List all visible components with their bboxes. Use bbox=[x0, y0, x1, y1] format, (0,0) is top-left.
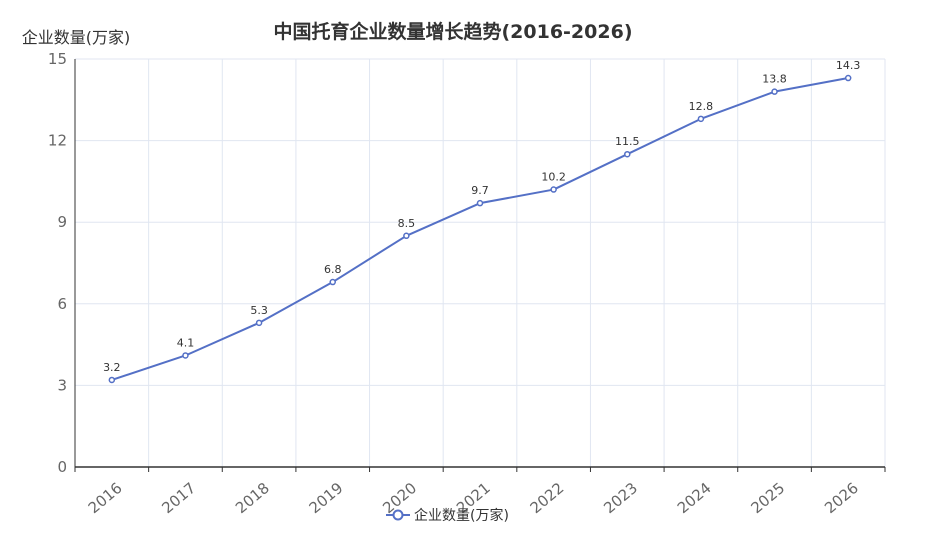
y-axis-title: 企业数量(万家) bbox=[22, 28, 131, 47]
data-label: 5.3 bbox=[250, 304, 268, 317]
data-point[interactable] bbox=[403, 232, 410, 240]
data-point[interactable] bbox=[182, 352, 189, 359]
data-point[interactable] bbox=[697, 115, 705, 123]
data-label: 6.8 bbox=[324, 263, 342, 276]
data-label: 8.5 bbox=[398, 217, 416, 230]
data-label: 11.5 bbox=[615, 135, 640, 148]
data-point[interactable] bbox=[550, 186, 557, 193]
y-tick-label: 6 bbox=[57, 295, 67, 313]
y-tick-label: 0 bbox=[57, 458, 67, 476]
data-points bbox=[108, 74, 852, 384]
y-tick-label: 15 bbox=[48, 50, 67, 68]
data-label: 12.8 bbox=[689, 100, 714, 113]
data-label: 3.2 bbox=[103, 361, 121, 374]
data-point[interactable] bbox=[624, 150, 631, 158]
data-label: 14.3 bbox=[836, 59, 861, 72]
axes bbox=[74, 59, 886, 472]
y-tick-label: 12 bbox=[48, 132, 67, 150]
data-point[interactable] bbox=[255, 319, 263, 327]
data-point[interactable] bbox=[108, 376, 116, 384]
legend-circle-icon bbox=[392, 509, 404, 521]
y-tick-label: 3 bbox=[57, 376, 67, 394]
legend-label: 企业数量(万家) bbox=[414, 507, 509, 524]
data-label: 13.8 bbox=[762, 73, 787, 86]
data-point[interactable] bbox=[771, 88, 778, 95]
y-tick-label: 9 bbox=[57, 213, 67, 231]
data-point[interactable] bbox=[329, 278, 336, 286]
data-point[interactable] bbox=[476, 199, 484, 207]
legend[interactable]: 企业数量(万家) bbox=[386, 507, 509, 524]
data-label: 10.2 bbox=[541, 171, 566, 184]
data-label: 9.7 bbox=[471, 184, 489, 197]
data-label: 4.1 bbox=[177, 336, 195, 349]
grid-lines bbox=[75, 58, 886, 467]
data-labels: 3.2 4.1 5.3 6.8 8.5 9.7 10.2 11.5 12.8 13.8 14.3 bbox=[103, 59, 860, 374]
data-point[interactable] bbox=[844, 74, 852, 82]
chart-title: 中国托育企业数量增长趋势(2016-2026) bbox=[273, 20, 632, 43]
